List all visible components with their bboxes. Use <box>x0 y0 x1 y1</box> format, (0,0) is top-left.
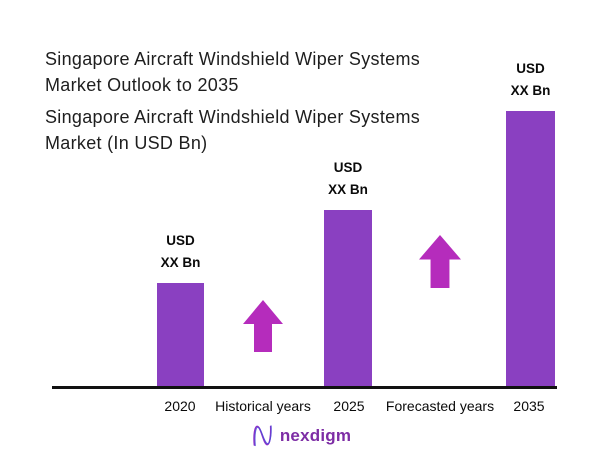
x-tick-2035: 2035 <box>513 398 545 414</box>
bar-2020: USD XX Bn <box>157 233 204 387</box>
growth-arrow-historical-icon <box>243 300 283 352</box>
nexdigm-logo-icon <box>253 425 272 447</box>
bar-value-currency: USD <box>516 61 545 76</box>
bar-value-amount: XX Bn <box>510 83 551 98</box>
brand-name: nexdigm <box>279 425 352 445</box>
brand-logo: nexdigm <box>0 423 602 448</box>
bar-2025: USD XX Bn <box>324 160 372 387</box>
bar-2035: USD XX Bn <box>506 61 555 387</box>
annotation-forecasted-years: Forecasted years <box>385 398 495 414</box>
chart-title-line: Market Outlook to 2035 <box>45 75 239 95</box>
chart-title: Singapore Aircraft Windshield Wiper Syst… <box>45 46 420 98</box>
bar-value-label-2020: USD XX Bn <box>161 230 201 274</box>
bar-value-currency: USD <box>333 160 363 175</box>
x-axis <box>52 386 557 389</box>
x-tick-2025: 2025 <box>333 398 365 414</box>
chart-title-line: Singapore Aircraft Windshield Wiper Syst… <box>45 49 421 69</box>
bar-value-amount: XX Bn <box>160 255 201 270</box>
growth-arrow-forecast-icon <box>419 235 461 288</box>
annotation-historical-years: Historical years <box>215 398 311 414</box>
bar-value-label-2035: USD XX Bn <box>511 58 551 102</box>
x-tick-2020: 2020 <box>164 398 196 414</box>
chart-subtitle: Singapore Aircraft Windshield Wiper Syst… <box>45 104 420 156</box>
bar-value-amount: XX Bn <box>328 182 368 197</box>
bar-value-label-2025: USD XX Bn <box>328 157 368 201</box>
bar-value-currency: USD <box>166 233 195 248</box>
chart-subtitle-line: Singapore Aircraft Windshield Wiper Syst… <box>45 107 421 127</box>
chart-subtitle-line: Market (In USD Bn) <box>45 133 208 153</box>
